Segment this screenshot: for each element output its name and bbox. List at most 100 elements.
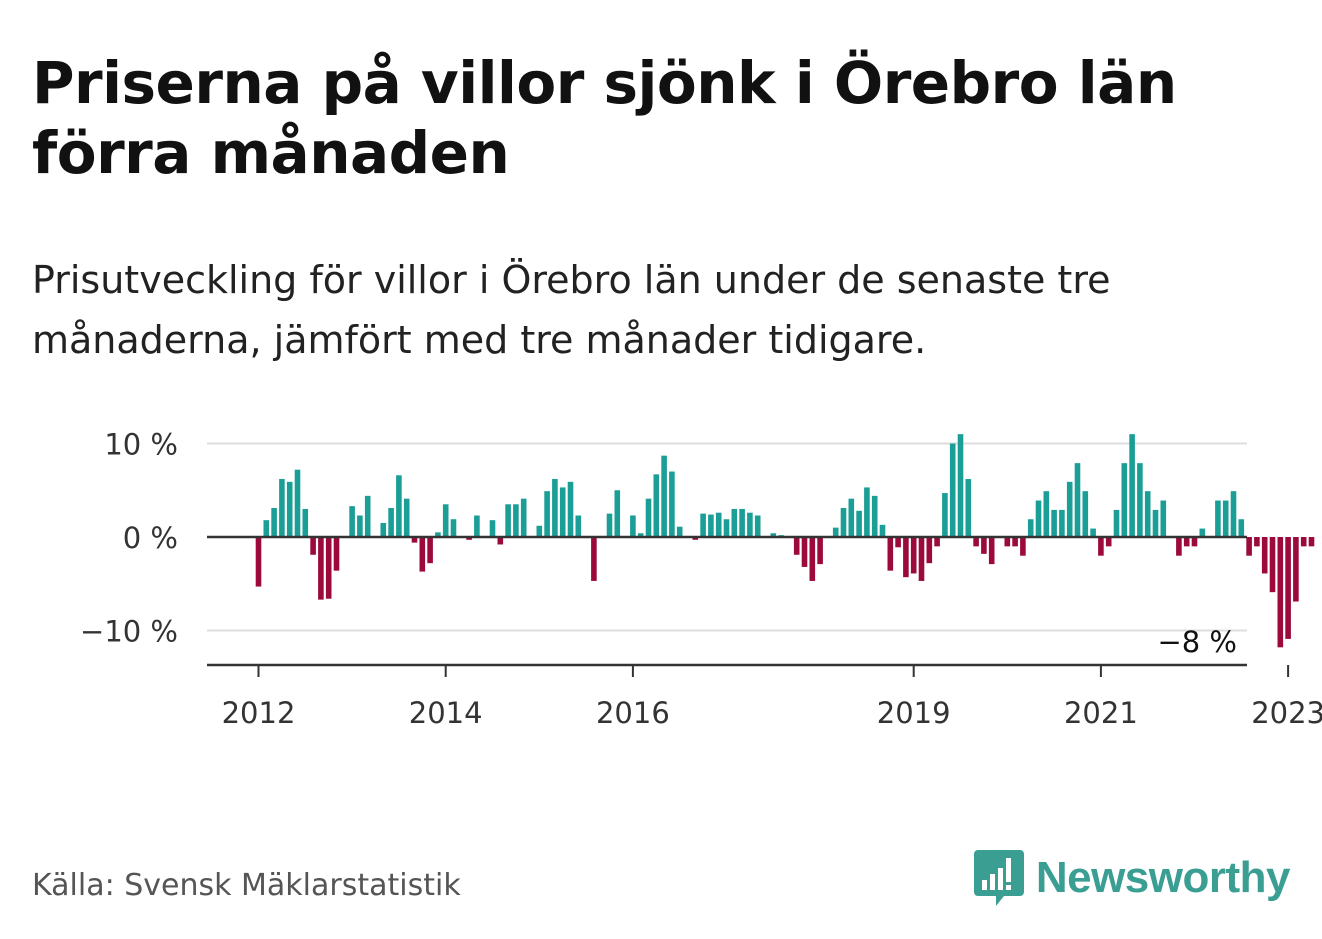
bar bbox=[1027, 519, 1034, 537]
x-tick-label: 2019 bbox=[877, 696, 951, 730]
bar bbox=[271, 508, 277, 537]
bar bbox=[575, 515, 582, 537]
bar bbox=[918, 537, 925, 581]
brand-name: Newsworthy bbox=[1035, 853, 1291, 902]
bar bbox=[739, 508, 745, 537]
bar bbox=[856, 510, 862, 537]
bar bbox=[380, 522, 387, 537]
bar bbox=[310, 537, 316, 555]
bar bbox=[1277, 537, 1284, 648]
y-tick-label: 10 % bbox=[104, 428, 178, 462]
x-tick-label: 2012 bbox=[222, 696, 296, 730]
chart-title: Priserna på villor sjönk i Örebro län fö… bbox=[32, 49, 1177, 187]
bar bbox=[403, 498, 410, 537]
bar bbox=[700, 513, 706, 538]
x-tick-label: 2014 bbox=[409, 696, 483, 730]
bar bbox=[949, 443, 956, 537]
y-axis-labels: 10 % 0 % −10 % bbox=[80, 428, 178, 649]
bar bbox=[817, 537, 823, 565]
bar bbox=[1176, 537, 1182, 556]
bar bbox=[255, 537, 262, 587]
bar bbox=[1246, 537, 1252, 556]
bar bbox=[466, 537, 472, 540]
bar bbox=[926, 537, 933, 564]
bar bbox=[1051, 509, 1057, 537]
bar bbox=[715, 512, 722, 537]
bar bbox=[513, 504, 519, 538]
bar bbox=[840, 508, 847, 537]
bar bbox=[567, 481, 574, 537]
newsworthy-logo: Newsworthy bbox=[973, 848, 1291, 908]
bar bbox=[1090, 528, 1096, 537]
bar bbox=[1238, 519, 1245, 537]
bar bbox=[442, 504, 449, 538]
bar bbox=[294, 469, 301, 537]
bar bbox=[1285, 537, 1291, 639]
bar bbox=[1105, 537, 1112, 547]
bar bbox=[536, 525, 543, 537]
bar-chart: 10 % 0 % −10 % 2012 2014 2016 2019 2021 2023 −8… bbox=[80, 428, 1322, 731]
bar bbox=[505, 504, 511, 538]
x-tick-label: 2021 bbox=[1064, 696, 1138, 730]
bar bbox=[357, 515, 363, 537]
bar bbox=[1137, 463, 1143, 537]
bar bbox=[661, 455, 667, 537]
bar bbox=[263, 520, 270, 537]
bar bbox=[1082, 491, 1089, 538]
bar bbox=[832, 527, 839, 537]
bar bbox=[1043, 491, 1050, 538]
bar bbox=[1183, 537, 1190, 547]
bar bbox=[965, 479, 972, 537]
bar bbox=[1098, 537, 1104, 556]
bar bbox=[723, 519, 730, 537]
bar bbox=[419, 537, 426, 572]
bar bbox=[435, 532, 441, 537]
bar bbox=[1012, 537, 1018, 547]
bar bbox=[1121, 463, 1128, 537]
bar bbox=[1191, 537, 1198, 547]
bar bbox=[973, 537, 979, 547]
bar bbox=[318, 537, 324, 600]
bar bbox=[1059, 509, 1065, 537]
source-text: Källa: Svensk Mäklarstatistik bbox=[32, 868, 461, 903]
bar bbox=[1230, 491, 1237, 538]
bar bbox=[747, 512, 753, 537]
bar bbox=[614, 490, 621, 537]
bar bbox=[1113, 509, 1120, 537]
bar bbox=[910, 537, 917, 574]
bar bbox=[770, 533, 777, 537]
bar bbox=[848, 498, 855, 537]
bar bbox=[1066, 481, 1073, 537]
bar bbox=[1269, 537, 1276, 593]
bar bbox=[1129, 434, 1135, 537]
bar bbox=[1215, 500, 1221, 537]
bar bbox=[981, 537, 987, 554]
bar bbox=[942, 493, 948, 538]
bar bbox=[286, 481, 293, 537]
bar bbox=[520, 498, 527, 537]
bar bbox=[396, 475, 402, 537]
bar bbox=[1222, 500, 1229, 537]
x-tick-label: 2016 bbox=[596, 696, 670, 730]
y-tick-label: 0 % bbox=[123, 521, 178, 555]
bar bbox=[637, 533, 644, 537]
bar bbox=[957, 434, 964, 537]
bar bbox=[903, 537, 909, 578]
bar bbox=[669, 471, 675, 537]
bar bbox=[1144, 491, 1151, 538]
bar bbox=[1254, 537, 1260, 547]
bar bbox=[871, 495, 878, 537]
bar bbox=[349, 506, 355, 537]
bar bbox=[1152, 509, 1159, 537]
bar bbox=[1020, 537, 1026, 556]
newsworthy-logo-icon bbox=[973, 850, 1024, 906]
bar bbox=[692, 537, 699, 540]
bar bbox=[1308, 537, 1315, 547]
bar bbox=[1004, 537, 1011, 547]
bar bbox=[1160, 500, 1167, 537]
bar bbox=[793, 537, 800, 555]
last-value-annotation: −8 % bbox=[1157, 625, 1237, 659]
bar bbox=[279, 479, 285, 537]
bar bbox=[364, 495, 371, 537]
bar bbox=[934, 537, 940, 547]
